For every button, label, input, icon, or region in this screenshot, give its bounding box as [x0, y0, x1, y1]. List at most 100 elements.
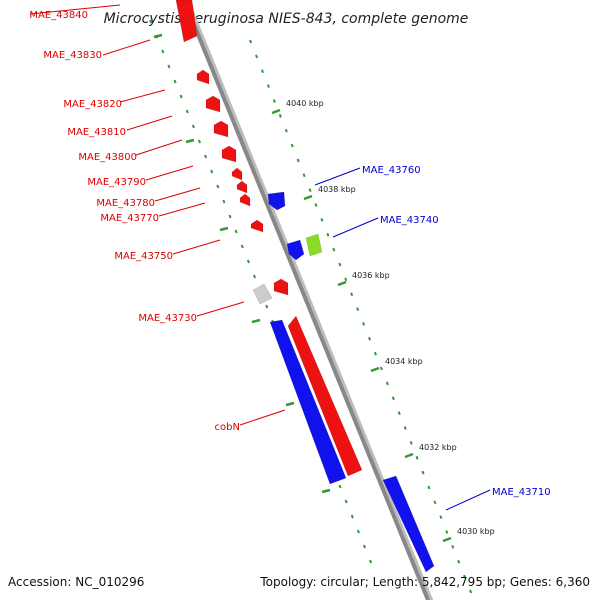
leader-line — [145, 165, 194, 181]
outer-track-dot — [457, 559, 461, 564]
inner-major-tick — [219, 226, 229, 232]
gene-mae-43780 — [236, 180, 248, 194]
scale-ticks: 4040 kbp 4038 kbp 4036 kbp 4034 kbp 4032 kbp… — [149, 19, 495, 594]
leader-line — [154, 187, 201, 202]
inner-track-dot — [210, 169, 214, 174]
outer-track-dot — [296, 158, 300, 163]
inner-track-dot — [362, 544, 367, 549]
gene-mae-43800 — [221, 145, 237, 163]
outer-track-dot — [356, 307, 360, 311]
scale-label: 4038 kbp — [318, 185, 356, 194]
outer-track-dot — [302, 173, 306, 178]
outer-track-dot — [439, 515, 443, 520]
gene-label-mae_43750: MAE_43750 — [114, 251, 173, 262]
outer-track-dot — [260, 69, 265, 74]
gene-label-cobn: cobN — [215, 422, 240, 433]
leader-line — [239, 409, 286, 426]
inner-major-tick — [185, 138, 195, 144]
inner-track-dot — [204, 154, 208, 159]
gene-label-mae_43840: MAE_43840 — [29, 10, 88, 21]
inner-track-dot — [216, 184, 220, 189]
gene-mae-43730 — [252, 283, 273, 305]
gene-label-mae_43790: MAE_43790 — [87, 177, 146, 188]
gene-label-mae_43770: MAE_43770 — [100, 213, 159, 224]
inner-track-dot — [338, 484, 342, 489]
map-title: Microcystis aeruginosa NIES-843, complet… — [104, 11, 469, 27]
leader-line — [102, 39, 151, 56]
outer-track-dot — [362, 322, 366, 326]
inner-track-dot — [167, 64, 171, 69]
scale-label: 4032 kbp — [419, 443, 457, 452]
leader-line — [445, 489, 491, 511]
gene-mae-43770 — [239, 193, 251, 207]
gene-label-mae_43820: MAE_43820 — [63, 99, 122, 110]
gene-label-mae_43810: MAE_43810 — [67, 127, 126, 138]
outer-major-tick — [303, 194, 313, 201]
gene-mae-43790 — [231, 167, 243, 181]
gene-label-mae_43710: MAE_43710 — [492, 487, 551, 498]
outer-track-dot — [314, 203, 318, 207]
genome-backbone — [181, 0, 434, 600]
outer-track-dot — [451, 545, 455, 549]
leader-line — [158, 202, 206, 217]
inner-track-dot — [234, 229, 238, 234]
inner-track-dot — [252, 274, 257, 279]
outer-track-dot — [427, 485, 431, 490]
inner-track-dot — [149, 19, 153, 24]
outer-track-dot — [367, 336, 372, 341]
inner-track-dot — [265, 304, 269, 309]
gene-label-mae_43800: MAE_43800 — [78, 152, 137, 163]
inner-track-dot — [161, 49, 165, 54]
outer-track-dot — [463, 574, 467, 579]
gene-mae-43740 — [305, 233, 323, 257]
outer-track-dot — [445, 530, 449, 534]
gene-label-mae_43830: MAE_43830 — [43, 50, 102, 61]
outer-track-dot — [326, 232, 330, 237]
inner-track-dot — [369, 559, 373, 564]
outer-major-tick — [370, 366, 380, 373]
outer-track-dot — [338, 262, 342, 267]
inner-track-dot — [350, 514, 354, 519]
outer-track-dot — [344, 277, 348, 282]
gene-mae-43740-left — [286, 239, 305, 261]
leader-line — [135, 139, 183, 156]
leader-line — [332, 217, 379, 238]
inner-track-dot — [222, 199, 226, 204]
outer-track-dot — [255, 54, 259, 59]
gene-cobN — [269, 319, 347, 485]
backbone-line — [181, 0, 431, 600]
outer-track-dot — [391, 396, 395, 401]
leader-line — [196, 301, 245, 317]
leader-line — [126, 115, 173, 131]
inner-major-tick — [285, 401, 295, 407]
outer-track-dot — [415, 455, 419, 460]
gene-mae-43750 — [250, 219, 264, 233]
inner-track-dot — [356, 529, 360, 534]
outer-track-dot — [409, 440, 413, 445]
outer-track-dot — [278, 113, 282, 118]
gene-mae-43710 — [382, 475, 435, 573]
gene-label-mae_43780: MAE_43780 — [96, 198, 155, 209]
leader-line — [172, 239, 221, 255]
outer-track-dot — [320, 218, 324, 222]
scale-label: 4040 kbp — [286, 99, 324, 108]
outer-track-dot — [379, 366, 383, 371]
gene-mae-43810 — [213, 120, 229, 138]
outer-track-dot — [284, 128, 288, 133]
outer-major-tick — [404, 452, 414, 459]
outer-track-dot — [373, 351, 377, 356]
inner-track-dot — [240, 244, 244, 249]
outer-track-dot — [421, 470, 425, 475]
outer-track-dot — [249, 39, 253, 44]
outer-track-dot — [290, 143, 294, 148]
gene-mae-43820 — [205, 95, 221, 113]
inner-track-dot — [246, 259, 250, 264]
outer-track-dot — [397, 411, 401, 415]
outer-track-dot — [332, 247, 336, 252]
outer-track-dot — [469, 589, 473, 594]
outer-major-tick — [337, 280, 347, 287]
gene-long-forward — [287, 315, 363, 477]
outer-major-tick — [442, 536, 452, 543]
gene-label-mae_43730: MAE_43730 — [138, 313, 197, 324]
